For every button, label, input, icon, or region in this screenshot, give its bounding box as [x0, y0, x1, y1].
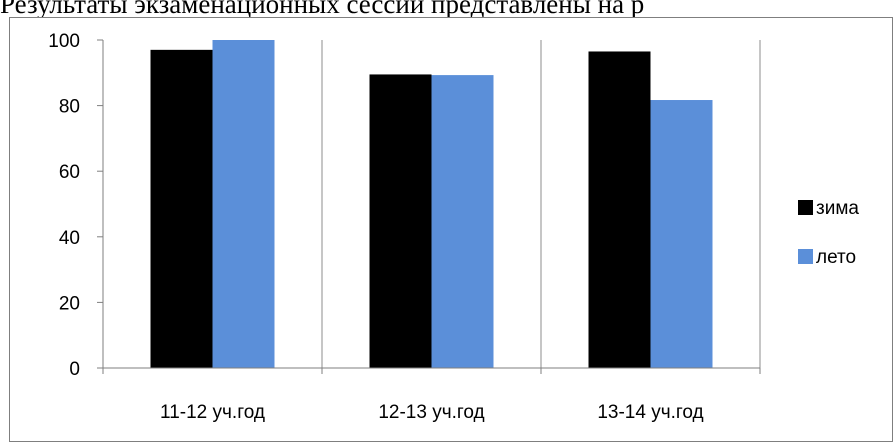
- bars-layer: [150, 40, 713, 369]
- y-tick-label: 0: [69, 359, 80, 380]
- y-tick-label: 40: [59, 228, 80, 249]
- document-text-line: Результаты экзаменационных сессии предст…: [0, 0, 645, 19]
- bar-summer-3: [650, 100, 713, 369]
- y-tick-label: 20: [59, 293, 80, 314]
- axes-layer: [97, 39, 761, 374]
- bar-summer-1: [212, 40, 275, 368]
- y-tick-label: 60: [59, 162, 80, 183]
- y-tick-labels: 0 20 40 60 80 100: [48, 31, 80, 380]
- legend-swatch-winter: [798, 200, 813, 215]
- legend-label-winter: зима: [816, 198, 859, 219]
- y-tick-label: 100: [48, 31, 80, 52]
- legend-swatch-summer: [798, 249, 813, 264]
- legend: зима лето: [798, 198, 859, 268]
- y-tick-label: 80: [59, 97, 80, 118]
- bar-winter-1: [150, 49, 213, 369]
- x-tick-label: 11-12 уч.год: [160, 402, 265, 423]
- x-tick-label: 13-14 уч.год: [597, 402, 703, 423]
- legend-label-summer: лето: [816, 247, 856, 268]
- x-tick-label: 12-13 уч.год: [378, 402, 484, 423]
- x-tick-labels: 11-12 уч.год 12-13 уч.год 13-14 уч.год: [160, 402, 704, 423]
- bar-summer-2: [431, 75, 494, 368]
- bar-winter-3: [588, 51, 651, 368]
- bar-winter-2: [369, 74, 432, 368]
